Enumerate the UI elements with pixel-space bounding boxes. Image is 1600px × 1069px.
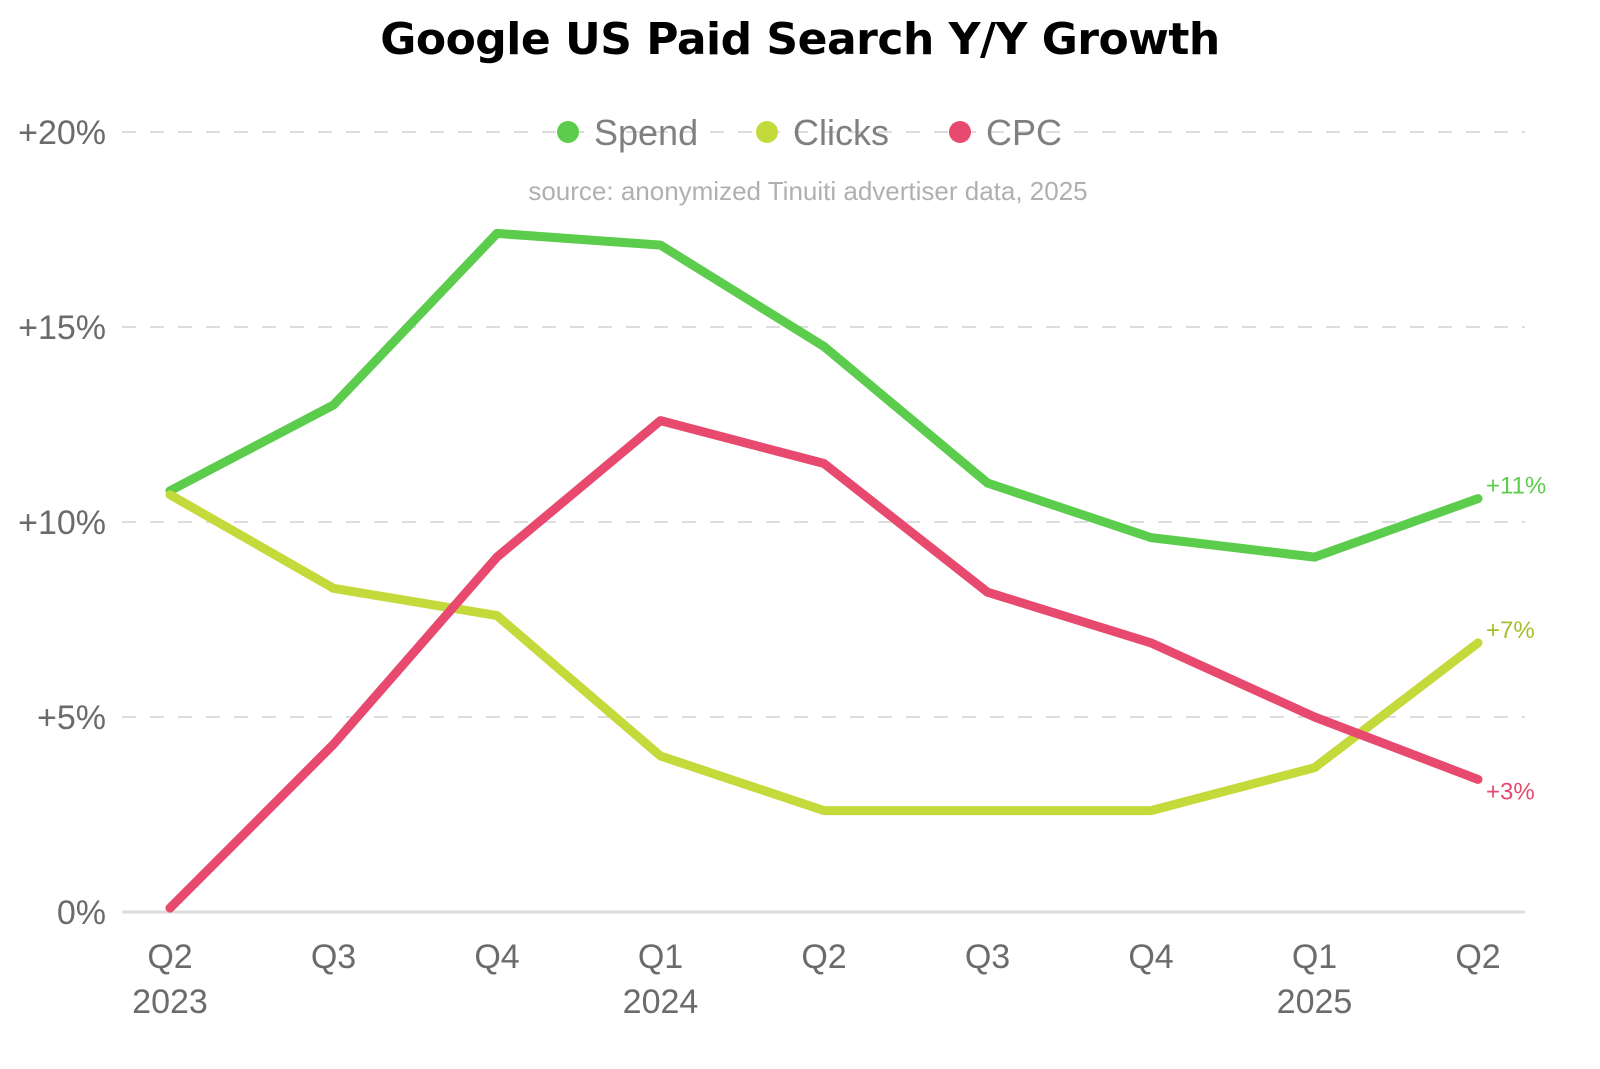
- x-tick-label: Q2: [147, 938, 192, 976]
- x-tick-year-label: 2024: [623, 983, 699, 1021]
- end-label-cpc: +3%: [1486, 778, 1535, 805]
- x-tick-label: Q1: [638, 938, 683, 976]
- x-tick-label: Q1: [1292, 938, 1337, 976]
- end-label-clicks: +7%: [1486, 617, 1535, 644]
- source-note: source: anonymized Tinuiti advertiser da…: [528, 176, 1087, 206]
- chart-title: Google US Paid Search Y/Y Growth: [380, 14, 1220, 65]
- y-tick-label: 0%: [57, 894, 106, 932]
- legend-item-spend[interactable]: Spend: [557, 112, 698, 153]
- x-tick-year-label: 2023: [132, 983, 208, 1021]
- series-line-cpc: [165, 416, 1483, 913]
- y-tick-label: +5%: [37, 699, 106, 737]
- series-line-spend: [165, 228, 1483, 562]
- legend-item-clicks[interactable]: Clicks: [756, 112, 889, 153]
- x-tick-label: Q4: [474, 938, 519, 976]
- legend-item-cpc[interactable]: CPC: [949, 112, 1062, 153]
- x-tick-label: Q3: [965, 938, 1010, 976]
- x-tick-year-label: 2025: [1277, 983, 1353, 1021]
- legend-label: Clicks: [793, 112, 889, 153]
- x-tick-label: Q2: [1455, 938, 1500, 976]
- legend-label: Spend: [594, 112, 698, 153]
- gridlines: [122, 131, 1525, 914]
- end-labels: +11% +7% +3%: [1486, 473, 1546, 806]
- series-line-clicks: [165, 490, 1483, 816]
- legend-marker: [557, 121, 579, 143]
- legend-marker: [756, 121, 778, 143]
- y-tick-label: +15%: [18, 309, 106, 347]
- legend-marker: [949, 121, 971, 143]
- end-label-spend: +11%: [1486, 473, 1546, 500]
- x-tick-label: Q3: [311, 938, 356, 976]
- y-axis: 0% +5% +10% +15% +20%: [18, 114, 106, 932]
- y-tick-label: +10%: [18, 504, 106, 542]
- y-tick-label: +20%: [18, 114, 106, 152]
- x-axis: Q2 2023 Q3 Q4 Q1 2024 Q2 Q3 Q4 Q1 2025 Q2: [132, 938, 1501, 1021]
- x-tick-label: Q2: [801, 938, 846, 976]
- x-tick-label: Q4: [1128, 938, 1173, 976]
- series-lines: [165, 228, 1483, 913]
- legend-label: CPC: [986, 112, 1062, 153]
- legend: Spend Clicks CPC: [557, 112, 1062, 153]
